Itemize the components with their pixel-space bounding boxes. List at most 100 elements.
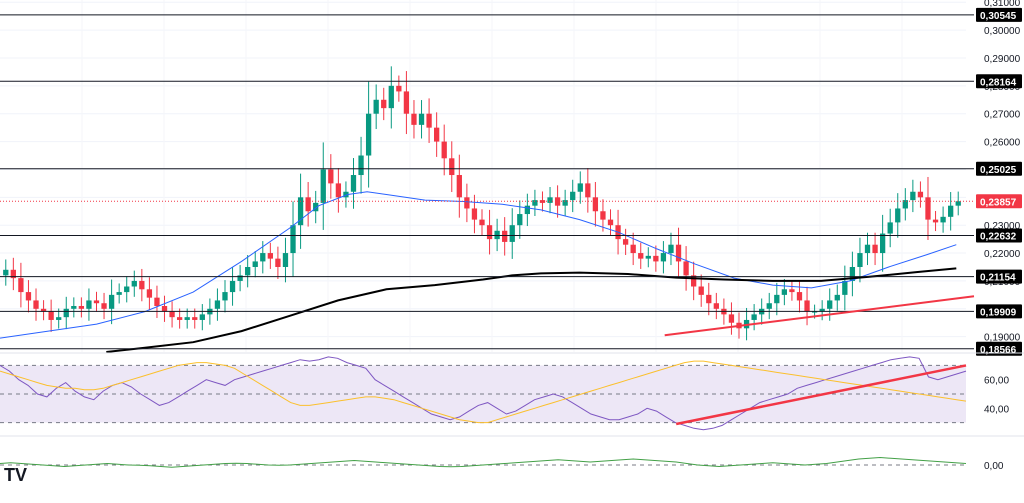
candle-body <box>842 280 848 295</box>
candle-body <box>479 219 485 226</box>
candle-body <box>698 286 704 295</box>
candle-body <box>63 308 69 318</box>
candle-body <box>192 317 198 320</box>
level-label-bg <box>976 228 1022 243</box>
candle-body <box>895 208 901 223</box>
candle-body <box>857 253 863 267</box>
price-tick-label: 0,19000 <box>984 333 1021 344</box>
candle-body <box>577 183 583 192</box>
level-label: 0,30545 <box>980 11 1017 22</box>
candle-body <box>252 261 258 267</box>
candle-body <box>139 280 145 290</box>
candle-body <box>161 306 168 312</box>
candle-body <box>713 303 719 309</box>
osc-tick-label: 0,00 <box>984 461 1004 472</box>
price-trendline <box>664 295 975 337</box>
rsi-line <box>0 356 967 431</box>
candle-body <box>955 201 961 206</box>
candle-body <box>199 314 205 320</box>
candle-body <box>48 311 54 320</box>
candle-body <box>358 155 364 176</box>
candle-body <box>388 85 394 109</box>
price-tick-label: 0,26000 <box>984 138 1021 149</box>
candle-body <box>464 197 470 209</box>
candle-body <box>411 113 417 125</box>
candle-body <box>237 275 243 281</box>
candle-body <box>925 197 931 220</box>
rsi-ma-line <box>0 360 967 424</box>
candle-body <box>660 253 667 262</box>
candle-body <box>675 244 682 262</box>
level-label: 0,19909 <box>980 307 1017 318</box>
candle-body <box>827 300 833 309</box>
price-tick-label: 0,29000 <box>984 54 1021 65</box>
candle-body <box>282 253 289 267</box>
candles-group <box>3 66 961 341</box>
candle-body <box>434 127 440 142</box>
candle-body <box>471 208 478 220</box>
candle-body <box>116 292 122 295</box>
candle-body <box>683 261 689 276</box>
candle-body <box>335 183 342 198</box>
level-label-bg <box>976 341 1022 356</box>
candle-body <box>260 253 266 262</box>
candle-body <box>834 294 840 301</box>
candle-body <box>350 175 357 192</box>
candle-body <box>887 222 893 234</box>
candle-body <box>849 266 856 281</box>
candle-body <box>502 230 508 242</box>
last-price-label-bg <box>976 194 1022 209</box>
candle-body <box>940 216 946 223</box>
candle-body <box>313 202 319 212</box>
candle-body <box>229 280 236 293</box>
candle-body <box>486 225 493 240</box>
candle-body <box>297 197 304 226</box>
candle-body <box>381 99 387 109</box>
level-label: 0,18566 <box>980 345 1017 356</box>
candle-body <box>811 311 818 313</box>
candle-body <box>774 294 780 304</box>
candle-body <box>872 244 878 254</box>
ma-slow-line <box>106 267 957 353</box>
candle-body <box>78 306 85 309</box>
price-tick-label: 0,27000 <box>984 110 1021 121</box>
candle-body <box>585 183 591 198</box>
price-tick-label: 0,23000 <box>984 221 1021 232</box>
candle-body <box>18 278 24 293</box>
candle-body <box>290 225 296 254</box>
candle-body <box>691 275 697 287</box>
candle-body <box>804 300 810 312</box>
candle-body <box>418 113 425 125</box>
candle-body <box>176 317 183 320</box>
tv-logo-text: TV <box>4 465 27 485</box>
price-tick-label: 0,31000 <box>984 0 1021 9</box>
level-label-bg <box>976 304 1022 319</box>
candle-body <box>93 300 100 304</box>
candle-body <box>275 258 281 267</box>
level-label: 0,25025 <box>980 165 1017 176</box>
tv-logo-icon: TV <box>4 465 27 485</box>
level-label-bg <box>976 74 1022 89</box>
candle-body <box>630 244 636 254</box>
candle-body <box>33 300 39 309</box>
candle-body <box>879 233 886 254</box>
candle-body <box>902 200 908 209</box>
level-label-bg <box>976 269 1022 284</box>
candle-body <box>449 158 455 176</box>
candle-body <box>554 197 561 206</box>
level-label: 0,21154 <box>980 273 1016 284</box>
ma-fast-line <box>0 191 957 339</box>
candle-body <box>819 308 825 312</box>
level-label-bg <box>976 7 1022 22</box>
candle-body <box>494 230 500 240</box>
candle-body <box>267 253 273 259</box>
candle-body <box>600 211 606 220</box>
last-price-label: 0,23857 <box>980 197 1017 208</box>
candle-body <box>539 200 546 203</box>
rsi-pane: 60,00 40,00 <box>0 356 1024 437</box>
candle-body <box>305 197 311 212</box>
candle-body <box>517 214 523 226</box>
candle-body <box>86 300 92 309</box>
